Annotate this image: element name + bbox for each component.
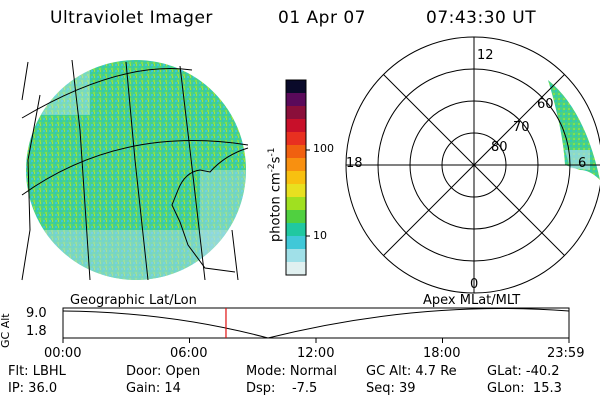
gc-alt-value: GC Alt: 4.7 Re (366, 364, 457, 379)
colorbar-block (286, 80, 306, 94)
colorbar-block (286, 119, 306, 133)
mlt-label-6: 6 (578, 156, 587, 171)
gain-value: Gain: 14 (126, 381, 181, 396)
colorbar-tick-10: 10 (313, 229, 327, 242)
x-tick-1800: 18:00 (423, 346, 461, 361)
timeline-left-label: Geographic Lat/Lon (70, 293, 197, 308)
timeline-y-tick-bottom: 1.8 (26, 324, 47, 339)
colorbar-tick-100: 100 (313, 142, 334, 155)
lat-label-60: 60 (537, 97, 554, 112)
colorbar-block (286, 236, 306, 250)
colorbar-block (286, 93, 306, 107)
glon-value: GLon: 15.3 (487, 381, 562, 396)
glat-value: GLat: -40.2 (487, 364, 560, 379)
mlt-label-12: 12 (477, 48, 494, 63)
dsp-value: Dsp: -7.5 (246, 381, 318, 396)
colorbar-block (286, 132, 306, 146)
colorbar-block (286, 197, 306, 211)
mlt-label-0: 0 (470, 277, 479, 292)
colorbar-block (286, 223, 306, 237)
lat-label-80: 80 (491, 140, 508, 155)
x-tick-0000: 00:00 (44, 346, 82, 361)
x-tick-1200: 12:00 (297, 346, 335, 361)
colorbar-block (286, 262, 306, 276)
instrument-title: Ultraviolet Imager (50, 8, 213, 28)
mlt-label-18: 18 (346, 156, 363, 171)
colorbar-block (286, 158, 306, 172)
door-value: Door: Open (126, 364, 201, 379)
colorbar-block (286, 184, 306, 198)
colorbar-block (286, 145, 306, 159)
colorbar-block (286, 249, 306, 263)
date-label: 01 Apr 07 (278, 8, 366, 28)
colorbar-block (286, 210, 306, 224)
flt-value: Flt: LBHL (8, 364, 66, 379)
timeline-y-tick-top: 9.0 (26, 306, 47, 321)
lat-label-70: 70 (513, 120, 530, 135)
ip-value: IP: 36.0 (8, 381, 58, 396)
timeline-right-label: Apex MLat/MLT (423, 293, 521, 308)
time-label: 07:43:30 UT (426, 8, 537, 28)
seq-value: Seq: 39 (366, 381, 416, 396)
colorbar-block (286, 171, 306, 185)
colorbar-block (286, 106, 306, 120)
lat-lon-grid (21, 59, 249, 281)
x-tick-2359: 23:59 (547, 346, 585, 361)
x-tick-0600: 06:00 (170, 346, 208, 361)
timeline-x-ticks (62, 338, 570, 343)
altitude-curve (62, 308, 570, 339)
mode-value: Mode: Normal (246, 364, 337, 379)
